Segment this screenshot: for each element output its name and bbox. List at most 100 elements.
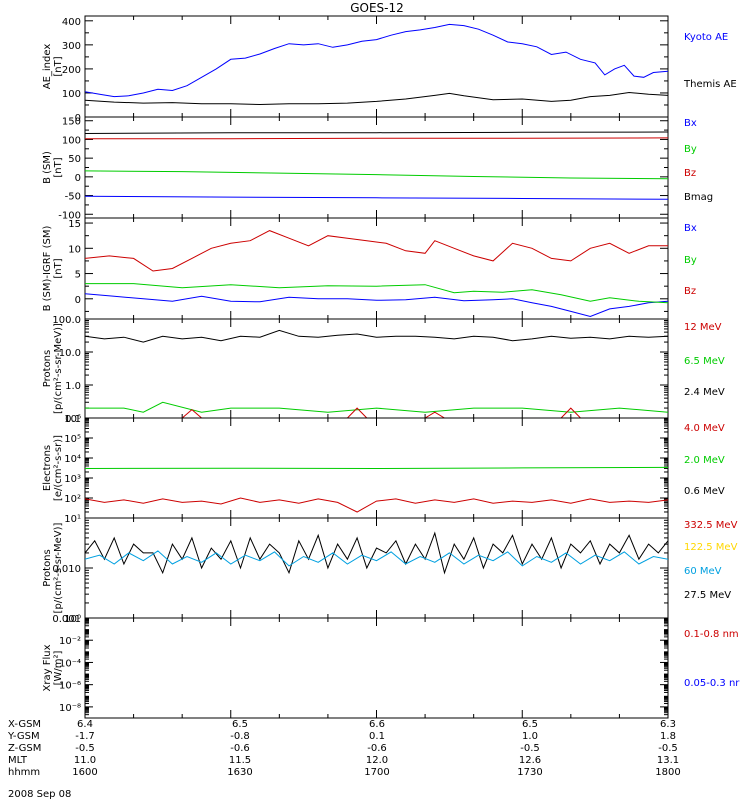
series-60-mev — [85, 550, 668, 567]
y-axis-label: Electrons[e/(cm²-s-sr)] — [42, 435, 64, 501]
footer-value: 1600 — [72, 767, 97, 778]
panel-7: 10⁻⁸ 10⁻⁶ 10⁻⁴ 10⁻² 10⁰ Xray Flux[W/m²] 0.1-0.… — [42, 614, 740, 719]
y-tick-label: 10⁻⁶ — [59, 681, 81, 692]
footer-value: 11.0 — [74, 755, 96, 766]
footer-row-label: Z-GSM — [8, 743, 41, 754]
footer-value: 0.1 — [369, 731, 385, 742]
y-tick-label: 10¹ — [64, 514, 81, 525]
y-tick-label: 0 — [75, 173, 81, 184]
legend-entry: Bx — [684, 118, 697, 129]
y-axis-label-line: [p/(cm²-s-sr-MeV)] — [53, 522, 64, 613]
footer-value: -0.5 — [520, 743, 540, 754]
y-axis-label-line: B (SM) — [42, 151, 53, 184]
footer-value: -0.6 — [367, 743, 387, 754]
y-axis-label-line: AE_index — [42, 44, 53, 90]
y-tick-label: 5 — [75, 270, 81, 281]
footer-row-label: hhmm — [8, 767, 40, 778]
series-4-0-mev — [85, 497, 668, 513]
figure-title: GOES-12 — [350, 1, 404, 15]
footer-value: 13.1 — [657, 755, 679, 766]
legend-entry: 332.5 MeV — [684, 520, 738, 531]
legend-entry: 12 MeV — [684, 322, 722, 333]
series-6-5-mev — [85, 401, 668, 413]
legend-entry: 6.5 MeV — [684, 356, 725, 367]
series-by — [85, 137, 668, 140]
y-axis-label-line: [p/(cm²-s-sr-MeV)] — [53, 323, 64, 414]
footer-value: 6.5 — [522, 719, 538, 730]
panel-frame — [84, 517, 669, 619]
y-tick-label: 0 — [75, 113, 81, 124]
legend-entry: 2.4 MeV — [684, 387, 725, 398]
series-2-4-mev — [181, 407, 581, 418]
footer-value: 1730 — [517, 767, 542, 778]
legend-entry: 122.5 MeV — [684, 542, 738, 553]
panel-1: 0 100 200 300 400 AE_index[nT] Kyoto AE Themis … — [42, 15, 737, 124]
y-tick-label: 150 — [62, 117, 81, 128]
footer-value: 1.8 — [660, 731, 676, 742]
y-axis-label: Protons[p/(cm²-s-sr-MeV)] — [42, 323, 64, 414]
legend-entry: 2.0 MeV — [684, 455, 725, 466]
legend-entry: 0.05-0.3 nr — [684, 678, 740, 689]
y-axis-label-line: [nT] — [53, 157, 64, 177]
y-axis-label-line: Protons — [42, 549, 53, 586]
footer-value: -0.5 — [658, 743, 678, 754]
y-axis-label: AE_index[nT] — [42, 44, 64, 90]
y-axis-label: B (SM)[nT] — [42, 151, 64, 184]
y-axis-label: Protons[p/(cm²-s-sr-MeV)] — [42, 522, 64, 613]
y-tick-label: 0.010 — [52, 564, 81, 575]
legend-entry: Bz — [684, 168, 696, 179]
footer-value: 6.6 — [369, 719, 385, 730]
y-axis-label-line: Protons — [42, 350, 53, 387]
footer-row-label: X-GSM — [8, 719, 41, 730]
panel-3: 0 5 10 15 B (SM)-IGRF (SM)[nT] Bx By Bz — [42, 217, 697, 320]
footer-value: 1700 — [364, 767, 389, 778]
y-tick-label: 10⁴ — [64, 454, 81, 465]
series-332-5-mev — [85, 531, 668, 575]
series-bx — [85, 131, 668, 134]
y-tick-label: 300 — [62, 41, 81, 52]
figure-date: 2008 Sep 08 — [8, 789, 71, 800]
panel-5: 10¹10²10³10⁴10⁵10⁶Electrons[e/(cm²-s-sr)… — [42, 414, 725, 525]
y-tick-label: 10.0 — [59, 348, 81, 359]
footer-value: 1800 — [655, 767, 680, 778]
legend-entry: By — [684, 255, 697, 266]
footer-value: 12.6 — [519, 755, 541, 766]
legend-entry: 0.6 MeV — [684, 486, 725, 497]
y-axis-label-line: [nT] — [53, 56, 64, 76]
footer-row-label: MLT — [8, 755, 28, 766]
footer-value: -0.6 — [230, 743, 250, 754]
y-tick-label: 10⁵ — [64, 434, 81, 445]
y-tick-label: 100 — [62, 135, 81, 146]
y-tick-label: 1.0 — [65, 381, 81, 392]
y-tick-label: 10⁻² — [59, 636, 81, 647]
series-bz — [85, 170, 668, 180]
y-tick-label: 10⁻⁸ — [59, 703, 81, 714]
panel-4: 0.11.010.0100.0Protons[p/(cm²-s-sr-MeV)]… — [42, 315, 725, 425]
y-tick-label: -100 — [58, 210, 81, 221]
footer-value: 1.0 — [522, 731, 538, 742]
y-tick-label: 15 — [68, 219, 81, 230]
y-tick-label: 10⁻⁴ — [59, 658, 81, 669]
legend-entry: By — [684, 144, 697, 155]
y-axis-label-line: B (SM)-IGRF (SM) — [42, 226, 53, 312]
footer-value: 6.3 — [660, 719, 676, 730]
footer-value: 6.5 — [232, 719, 248, 730]
y-tick-label: 10⁰ — [64, 614, 81, 625]
y-tick-label: 10² — [64, 494, 81, 505]
series-12-mev — [85, 329, 668, 343]
y-tick-label: 0 — [75, 295, 81, 306]
y-axis-label: Xray Flux[W/m²] — [42, 644, 64, 691]
footer-value: 11.5 — [229, 755, 251, 766]
legend-entry: Bz — [684, 286, 696, 297]
y-axis-label-line: Electrons — [42, 445, 53, 491]
y-axis-label-line: Xray Flux — [42, 644, 53, 691]
footer-value: 6.4 — [77, 719, 93, 730]
y-tick-label: 50 — [68, 154, 81, 165]
y-tick-label: 10⁶ — [64, 414, 81, 425]
legend-entry: Themis AE — [683, 79, 737, 90]
footer-value: -1.7 — [75, 731, 95, 742]
legend-entry: 27.5 MeV — [684, 590, 731, 601]
